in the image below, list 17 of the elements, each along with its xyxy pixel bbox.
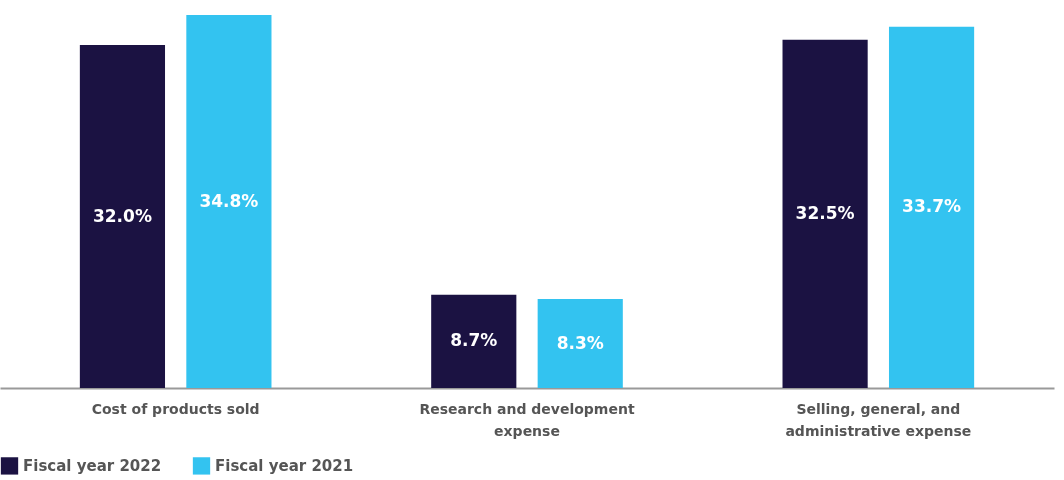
bar: [888, 26, 975, 388]
legend-label: Fiscal year 2022: [23, 456, 162, 475]
data-label: 32.0%: [92, 205, 152, 226]
bar: [537, 299, 623, 388]
legend-label: Fiscal year 2021: [215, 456, 354, 475]
data-label: 8.3%: [556, 332, 604, 353]
x-tick-label: Research and development expense: [419, 400, 635, 439]
bar: [782, 39, 868, 388]
data-label: 33.7%: [902, 196, 962, 217]
data-label: 32.5%: [795, 202, 855, 223]
data-label: 34.8%: [199, 190, 259, 211]
bar: [186, 15, 272, 388]
bar: [79, 45, 166, 388]
bar: [431, 294, 517, 388]
x-tick-label: Cost of products sold: [91, 400, 260, 417]
data-label: 8.7%: [450, 330, 498, 351]
x-tick-label: Selling, general, and administrative expense: [785, 400, 972, 439]
